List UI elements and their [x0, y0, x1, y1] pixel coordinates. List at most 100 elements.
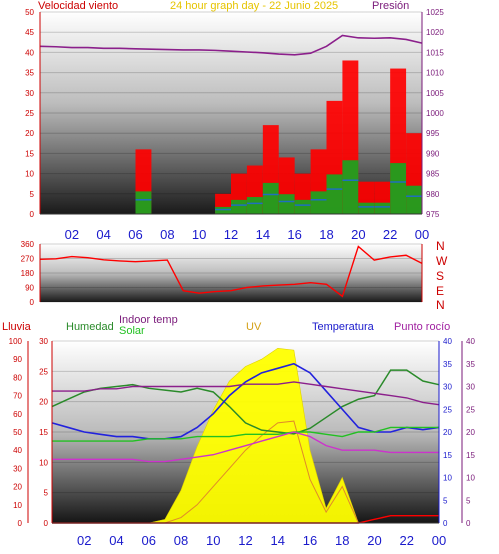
- x-tick-label-bottom: 18: [335, 533, 349, 548]
- x-tick-label-bottom: 20: [367, 533, 381, 548]
- x-tick-label: 08: [160, 227, 174, 242]
- compass-s: S: [436, 269, 445, 283]
- x-tick-label: 18: [319, 227, 333, 242]
- x-tick-label: 06: [128, 227, 142, 242]
- humidity-tick-label: 25: [39, 367, 48, 376]
- dew-point-series-line: [52, 381, 440, 406]
- wind-avg-bar: [246, 197, 263, 214]
- rain-tick-label: 0: [18, 519, 23, 528]
- wind-avg-bar: [406, 185, 422, 214]
- chart-title: 24 hour graph day - 22 Junio 2025: [170, 0, 339, 12]
- wind-avg-bar: [135, 191, 152, 214]
- wind-avg-bar: [390, 163, 407, 214]
- temperature-tick-label: 35: [443, 360, 452, 369]
- wind-avg-bar: [231, 199, 247, 214]
- compass-e: E: [436, 284, 445, 298]
- temperature-tick-label: 5: [443, 496, 448, 505]
- rain-tick-label: 50: [13, 428, 22, 437]
- humidity-tick-label: 0: [44, 519, 49, 528]
- temperature-label: Temperatura: [312, 321, 374, 333]
- dew-point-tick-label: 15: [466, 451, 475, 460]
- x-tick-label-bottom: 10: [206, 533, 220, 548]
- apparent-temp-series-line: [52, 431, 439, 463]
- x-tick-label: 02: [65, 227, 79, 242]
- x-tick-label: 04: [96, 227, 110, 242]
- direction-series-line: [39, 245, 423, 298]
- rain-tick-label: 20: [13, 483, 22, 492]
- wind-avg-bar: [326, 174, 343, 214]
- rain-tick-label: 90: [13, 355, 22, 364]
- wind-avg-bar: [358, 202, 375, 214]
- wind-avg-bar: [374, 202, 391, 214]
- rain-tick-label: 80: [13, 373, 22, 382]
- rain-label: Lluvia: [2, 321, 31, 333]
- dew-point-tick-label: 25: [466, 405, 475, 414]
- y-right-tick-label: 1005: [426, 89, 444, 98]
- humidity-series-line: [51, 369, 440, 435]
- rain-tick-label: 30: [13, 464, 22, 473]
- wind-avg-bar: [262, 182, 279, 214]
- x-tick-label-bottom: 16: [303, 533, 317, 548]
- temperature-tick-label: 10: [443, 474, 452, 483]
- x-tick-label-bottom: 00: [432, 533, 446, 548]
- y-right-tick-label: 990: [426, 149, 440, 158]
- dew-point-tick-label: 5: [466, 496, 471, 505]
- x-tick-label-bottom: 22: [400, 533, 414, 548]
- y-right-tick-label: 1010: [426, 69, 444, 78]
- rain-tick-label: 10: [13, 501, 22, 510]
- y-left-tick-label: 45: [25, 28, 34, 37]
- y-right-tick-label: 995: [426, 129, 440, 138]
- direction-tick-label: 0: [30, 298, 35, 307]
- y-left-tick-label: 30: [25, 89, 34, 98]
- x-tick-label: 20: [351, 227, 365, 242]
- pressure-series-line: [39, 34, 423, 56]
- y-left-tick-label: 10: [25, 170, 34, 179]
- dew-point-label: Punto rocío: [394, 321, 451, 333]
- y-left-tick-label: 50: [25, 8, 34, 17]
- x-tick-label: 12: [224, 227, 238, 242]
- x-tick-label-bottom: 02: [77, 533, 91, 548]
- humidity-tick-label: 10: [39, 458, 48, 467]
- dew-point-tick-label: 10: [466, 474, 475, 483]
- dew-point-tick-label: 30: [466, 383, 475, 392]
- dew-point-tick-label: 20: [466, 428, 475, 437]
- x-tick-label-bottom: 04: [109, 533, 123, 548]
- y-right-tick-label: 1025: [426, 8, 444, 17]
- rain-tick-label: 60: [13, 410, 22, 419]
- pressure-label: Presión: [372, 0, 410, 12]
- temperature-tick-label: 15: [443, 451, 452, 460]
- compass-n-top: N: [436, 239, 445, 253]
- compass-n-bottom: N: [436, 298, 445, 312]
- temperature-tick-label: 0: [443, 519, 448, 528]
- x-tick-label-bottom: 14: [271, 533, 285, 548]
- humidity-tick-label: 20: [39, 398, 48, 407]
- y-left-tick-label: 0: [30, 210, 35, 219]
- direction-tick-label: 90: [25, 284, 34, 293]
- direction-tick-label: 270: [21, 255, 35, 264]
- y-left-tick-label: 15: [25, 149, 34, 158]
- dew-point-tick-label: 35: [466, 360, 475, 369]
- wind-avg-bar: [215, 206, 231, 214]
- x-tick-label: 14: [256, 227, 270, 242]
- indoor-temp-label: Indoor temp: [119, 314, 178, 326]
- rain-tick-label: 70: [13, 392, 22, 401]
- direction-panel-bg: [40, 244, 422, 302]
- y-right-tick-label: 1015: [426, 48, 444, 57]
- y-right-tick-label: 1000: [426, 109, 444, 118]
- x-tick-label: 16: [287, 227, 301, 242]
- rain-tick-label: 100: [9, 337, 23, 346]
- temperature-tick-label: 20: [443, 428, 452, 437]
- temperature-tick-label: 25: [443, 405, 452, 414]
- compass-w: W: [436, 254, 448, 268]
- wind-avg-bar: [342, 160, 359, 214]
- x-tick-label-bottom: 06: [142, 533, 156, 548]
- y-right-tick-label: 1020: [426, 28, 444, 37]
- wind-speed-label: Velocidad viento: [38, 0, 119, 12]
- uv-label: UV: [246, 321, 262, 333]
- x-tick-label: 22: [383, 227, 397, 242]
- wind-avg-bar: [278, 194, 295, 214]
- temperature-tick-label: 30: [443, 383, 452, 392]
- y-left-tick-label: 35: [25, 69, 34, 78]
- humidity-tick-label: 15: [39, 428, 48, 437]
